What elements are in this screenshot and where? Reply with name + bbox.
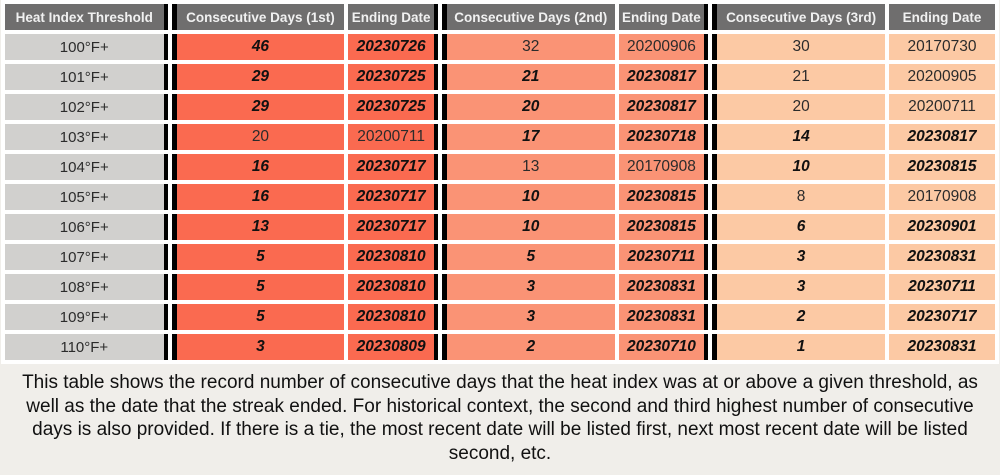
days-1st-cell: 5 bbox=[171, 274, 345, 300]
ending-date-2nd-cell: 20200906 bbox=[618, 34, 709, 60]
ending-date-1st-cell: 20230809 bbox=[348, 334, 438, 360]
threshold-cell: 108°F+ bbox=[5, 274, 168, 300]
ending-date-3rd-cell: 20230901 bbox=[889, 214, 995, 240]
ending-date-3rd-cell: 20230717 bbox=[889, 304, 995, 330]
ending-date-3rd-cell: 20230831 bbox=[889, 244, 995, 270]
ending-date-2nd-cell: 20230815 bbox=[618, 214, 709, 240]
ending-date-2nd-cell: 20230817 bbox=[618, 94, 709, 120]
col-header-days-3rd: Consecutive Days (3rd) bbox=[712, 4, 886, 30]
table-row: 106°F+ 13 20230717 10 20230815 6 2023090… bbox=[5, 214, 995, 240]
days-2nd-cell: 32 bbox=[441, 34, 615, 60]
days-3rd-cell: 3 bbox=[712, 244, 886, 270]
ending-date-2nd-cell: 20170908 bbox=[618, 154, 709, 180]
ending-date-1st-cell: 20230717 bbox=[348, 184, 438, 210]
ending-date-1st-cell: 20230725 bbox=[348, 64, 438, 90]
table-caption: This table shows the record number of co… bbox=[22, 372, 978, 464]
days-1st-cell: 46 bbox=[171, 34, 345, 60]
days-3rd-cell: 2 bbox=[712, 304, 886, 330]
ending-date-3rd-cell: 20230815 bbox=[889, 154, 995, 180]
threshold-cell: 107°F+ bbox=[5, 244, 168, 270]
days-3rd-cell: 8 bbox=[712, 184, 886, 210]
days-2nd-cell: 21 bbox=[441, 64, 615, 90]
ending-date-2nd-cell: 20230817 bbox=[618, 64, 709, 90]
days-1st-cell: 13 bbox=[171, 214, 345, 240]
col-header-days-1st: Consecutive Days (1st) bbox=[171, 4, 345, 30]
ending-date-2nd-cell: 20230831 bbox=[618, 304, 709, 330]
ending-date-3rd-cell: 20230831 bbox=[889, 334, 995, 360]
col-header-ending-date-3rd: Ending Date bbox=[889, 4, 995, 30]
threshold-cell: 109°F+ bbox=[5, 304, 168, 330]
table-row: 110°F+ 3 20230809 2 20230710 1 20230831 bbox=[5, 334, 995, 360]
threshold-cell: 110°F+ bbox=[5, 334, 168, 360]
days-2nd-cell: 3 bbox=[441, 274, 615, 300]
ending-date-3rd-cell: 20200905 bbox=[889, 64, 995, 90]
days-1st-cell: 29 bbox=[171, 94, 345, 120]
ending-date-2nd-cell: 20230815 bbox=[618, 184, 709, 210]
ending-date-3rd-cell: 20170730 bbox=[889, 34, 995, 60]
days-2nd-cell: 10 bbox=[441, 184, 615, 210]
threshold-cell: 106°F+ bbox=[5, 214, 168, 240]
ending-date-3rd-cell: 20230817 bbox=[889, 124, 995, 150]
days-1st-cell: 16 bbox=[171, 154, 345, 180]
days-3rd-cell: 20 bbox=[712, 94, 886, 120]
threshold-cell: 101°F+ bbox=[5, 64, 168, 90]
ending-date-1st-cell: 20230717 bbox=[348, 154, 438, 180]
table-row: 103°F+ 20 20200711 17 20230718 14 202308… bbox=[5, 124, 995, 150]
days-2nd-cell: 5 bbox=[441, 244, 615, 270]
table-row: 100°F+ 46 20230726 32 20200906 30 201707… bbox=[5, 34, 995, 60]
ending-date-2nd-cell: 20230718 bbox=[618, 124, 709, 150]
ending-date-1st-cell: 20230725 bbox=[348, 94, 438, 120]
days-3rd-cell: 14 bbox=[712, 124, 886, 150]
days-1st-cell: 5 bbox=[171, 244, 345, 270]
days-2nd-cell: 10 bbox=[441, 214, 615, 240]
col-header-ending-date-2nd: Ending Date bbox=[618, 4, 709, 30]
threshold-cell: 104°F+ bbox=[5, 154, 168, 180]
col-header-days-2nd: Consecutive Days (2nd) bbox=[441, 4, 615, 30]
days-3rd-cell: 21 bbox=[712, 64, 886, 90]
threshold-cell: 100°F+ bbox=[5, 34, 168, 60]
table-row: 107°F+ 5 20230810 5 20230711 3 20230831 bbox=[5, 244, 995, 270]
days-2nd-cell: 17 bbox=[441, 124, 615, 150]
heat-index-records-table: Heat Index Threshold Consecutive Days (1… bbox=[1, 0, 999, 364]
ending-date-1st-cell: 20230726 bbox=[348, 34, 438, 60]
table-row: 109°F+ 5 20230810 3 20230831 2 20230717 bbox=[5, 304, 995, 330]
table-row: 105°F+ 16 20230717 10 20230815 8 2017090… bbox=[5, 184, 995, 210]
days-1st-cell: 5 bbox=[171, 304, 345, 330]
table-row: 108°F+ 5 20230810 3 20230831 3 20230711 bbox=[5, 274, 995, 300]
col-header-ending-date-1st: Ending Date bbox=[348, 4, 438, 30]
ending-date-1st-cell: 20230810 bbox=[348, 304, 438, 330]
days-3rd-cell: 6 bbox=[712, 214, 886, 240]
ending-date-2nd-cell: 20230831 bbox=[618, 274, 709, 300]
ending-date-1st-cell: 20200711 bbox=[348, 124, 438, 150]
ending-date-1st-cell: 20230717 bbox=[348, 214, 438, 240]
ending-date-3rd-cell: 20200711 bbox=[889, 94, 995, 120]
ending-date-1st-cell: 20230810 bbox=[348, 244, 438, 270]
threshold-cell: 103°F+ bbox=[5, 124, 168, 150]
days-3rd-cell: 1 bbox=[712, 334, 886, 360]
ending-date-3rd-cell: 20170908 bbox=[889, 184, 995, 210]
days-3rd-cell: 10 bbox=[712, 154, 886, 180]
days-1st-cell: 16 bbox=[171, 184, 345, 210]
days-2nd-cell: 20 bbox=[441, 94, 615, 120]
ending-date-1st-cell: 20230810 bbox=[348, 274, 438, 300]
table-row: 101°F+ 29 20230725 21 20230817 21 202009… bbox=[5, 64, 995, 90]
days-2nd-cell: 13 bbox=[441, 154, 615, 180]
days-3rd-cell: 3 bbox=[712, 274, 886, 300]
days-1st-cell: 29 bbox=[171, 64, 345, 90]
days-3rd-cell: 30 bbox=[712, 34, 886, 60]
ending-date-2nd-cell: 20230710 bbox=[618, 334, 709, 360]
threshold-cell: 102°F+ bbox=[5, 94, 168, 120]
days-1st-cell: 3 bbox=[171, 334, 345, 360]
days-2nd-cell: 2 bbox=[441, 334, 615, 360]
table-row: 102°F+ 29 20230725 20 20230817 20 202007… bbox=[5, 94, 995, 120]
days-1st-cell: 20 bbox=[171, 124, 345, 150]
threshold-cell: 105°F+ bbox=[5, 184, 168, 210]
table-row: 104°F+ 16 20230717 13 20170908 10 202308… bbox=[5, 154, 995, 180]
col-header-threshold: Heat Index Threshold bbox=[5, 4, 168, 30]
header-row: Heat Index Threshold Consecutive Days (1… bbox=[5, 4, 995, 30]
ending-date-3rd-cell: 20230711 bbox=[889, 274, 995, 300]
ending-date-2nd-cell: 20230711 bbox=[618, 244, 709, 270]
days-2nd-cell: 3 bbox=[441, 304, 615, 330]
